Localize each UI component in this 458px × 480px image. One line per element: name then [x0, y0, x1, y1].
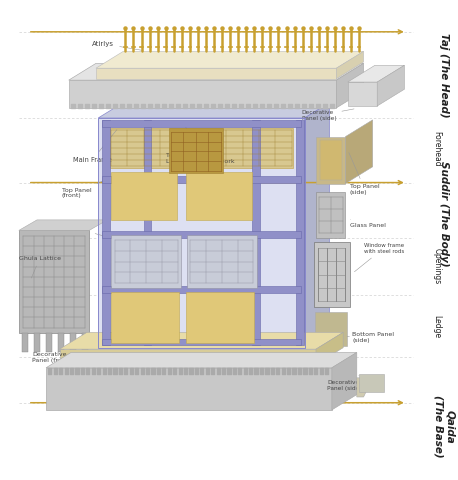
Text: Openings: Openings: [432, 248, 442, 285]
Polygon shape: [348, 65, 404, 82]
Polygon shape: [336, 51, 364, 79]
FancyBboxPatch shape: [22, 333, 28, 352]
FancyBboxPatch shape: [71, 333, 76, 352]
FancyBboxPatch shape: [314, 242, 350, 307]
FancyBboxPatch shape: [58, 333, 64, 352]
FancyBboxPatch shape: [187, 235, 257, 288]
FancyBboxPatch shape: [82, 333, 88, 352]
FancyBboxPatch shape: [252, 120, 260, 345]
Text: Decorative
Panel (front): Decorative Panel (front): [33, 352, 78, 363]
Polygon shape: [19, 220, 107, 230]
Text: Ghula Lattice: Ghula Lattice: [19, 256, 61, 278]
FancyBboxPatch shape: [186, 172, 251, 220]
Polygon shape: [98, 103, 330, 118]
Polygon shape: [305, 103, 330, 348]
Text: Decorative
Panel (side): Decorative Panel (side): [302, 109, 354, 121]
Text: Taj: Taj: [71, 86, 95, 92]
Text: Atirlys: Atirlys: [92, 41, 143, 50]
FancyBboxPatch shape: [296, 120, 304, 345]
FancyBboxPatch shape: [60, 349, 316, 364]
Text: Decorative
Panel (side): Decorative Panel (side): [327, 375, 362, 391]
Polygon shape: [96, 51, 364, 68]
FancyBboxPatch shape: [102, 339, 301, 345]
FancyBboxPatch shape: [111, 172, 177, 220]
FancyBboxPatch shape: [69, 80, 336, 108]
FancyBboxPatch shape: [102, 231, 301, 238]
Polygon shape: [336, 63, 364, 108]
FancyBboxPatch shape: [316, 137, 345, 183]
Text: Forehead: Forehead: [432, 131, 442, 167]
Text: Suddir (The Body): Suddir (The Body): [439, 161, 449, 266]
Polygon shape: [357, 378, 368, 397]
Polygon shape: [46, 352, 357, 368]
Polygon shape: [332, 352, 357, 410]
FancyBboxPatch shape: [320, 141, 342, 180]
FancyBboxPatch shape: [169, 128, 223, 173]
FancyBboxPatch shape: [144, 120, 151, 345]
Text: Window frame
with steel rods: Window frame with steel rods: [354, 243, 404, 272]
FancyBboxPatch shape: [102, 287, 301, 293]
Polygon shape: [345, 120, 373, 183]
FancyBboxPatch shape: [111, 292, 179, 343]
Text: Top Panel
Lattice Mangour work: Top Panel Lattice Mangour work: [166, 122, 235, 164]
Text: Bottom Panel
(side): Bottom Panel (side): [347, 332, 394, 343]
Text: Qaida
(The Base): Qaida (The Base): [434, 396, 455, 458]
Text: Ledge: Ledge: [432, 314, 442, 338]
Text: Top Panel
(side): Top Panel (side): [349, 153, 380, 195]
Text: Glass Panel: Glass Panel: [55, 225, 107, 237]
FancyBboxPatch shape: [109, 128, 293, 168]
FancyBboxPatch shape: [315, 312, 347, 346]
Text: Main Frame: Main Frame: [73, 130, 117, 163]
FancyBboxPatch shape: [102, 176, 301, 182]
FancyBboxPatch shape: [111, 235, 181, 288]
Polygon shape: [60, 332, 343, 349]
Text: Top Panel
(front): Top Panel (front): [62, 178, 109, 199]
FancyBboxPatch shape: [34, 333, 40, 352]
FancyBboxPatch shape: [19, 230, 89, 333]
FancyBboxPatch shape: [98, 118, 305, 348]
FancyBboxPatch shape: [186, 292, 254, 343]
Polygon shape: [377, 65, 404, 106]
FancyBboxPatch shape: [102, 120, 109, 345]
FancyBboxPatch shape: [46, 368, 332, 410]
FancyBboxPatch shape: [348, 82, 377, 106]
Text: Bottom Panel
(front): Bottom Panel (front): [190, 314, 245, 325]
Text: Taj (The Head): Taj (The Head): [439, 33, 449, 117]
FancyBboxPatch shape: [46, 333, 52, 352]
FancyBboxPatch shape: [102, 120, 301, 127]
Polygon shape: [69, 63, 364, 80]
Text: Glass Panel: Glass Panel: [350, 219, 386, 228]
FancyBboxPatch shape: [96, 68, 336, 79]
FancyBboxPatch shape: [316, 192, 345, 238]
Polygon shape: [316, 332, 343, 364]
FancyBboxPatch shape: [359, 374, 384, 392]
